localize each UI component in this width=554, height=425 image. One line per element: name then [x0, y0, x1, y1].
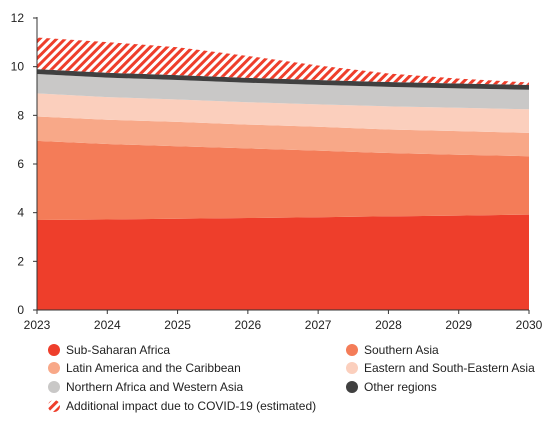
chart-axes [33, 17, 530, 314]
chart-areas [37, 37, 529, 310]
x-tick-label: 2030 [516, 318, 543, 332]
x-tick-label: 2026 [235, 318, 262, 332]
area-series-latin-america-and-the-caribbean [37, 116, 529, 157]
y-tick-label: 8 [17, 108, 24, 122]
area-series-sub-saharan-africa [37, 214, 529, 310]
x-tick-label: 2023 [24, 318, 51, 332]
area-series-eastern-and-south-eastern-asia [37, 93, 529, 133]
y-tick-label: 4 [17, 206, 24, 220]
y-tick-label: 12 [11, 11, 25, 25]
x-tick-label: 2025 [164, 318, 191, 332]
x-tick-label: 2024 [94, 318, 121, 332]
y-tick-label: 6 [17, 157, 24, 171]
area-series-other-regions [37, 69, 529, 90]
x-tick-label: 2027 [305, 318, 332, 332]
x-tick-label: 2029 [445, 318, 472, 332]
area-series-additional-impact-due-to-covid-19-estimated [37, 37, 529, 85]
y-tick-label: 0 [17, 303, 24, 317]
y-tick-label: 2 [17, 254, 24, 268]
area-series-southern-asia [37, 140, 529, 220]
chart-tick-labels: 0 2 4 6 8 10 12 2023 2024 2025 2026 2027 2028 2029 203… [11, 11, 543, 332]
y-tick-label: 10 [11, 60, 25, 74]
area-series-northern-africa-and-western-asia [37, 73, 529, 110]
x-tick-label: 2028 [375, 318, 402, 332]
